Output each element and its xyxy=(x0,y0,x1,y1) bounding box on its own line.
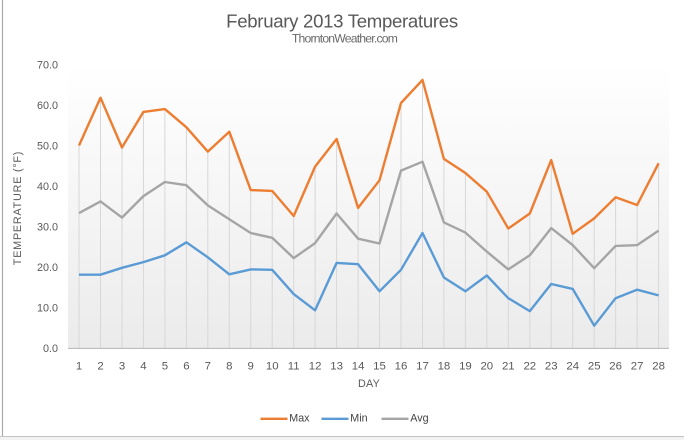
svg-text:26: 26 xyxy=(609,361,622,373)
svg-text:24: 24 xyxy=(566,361,579,373)
svg-text:10: 10 xyxy=(266,361,279,373)
svg-text:14: 14 xyxy=(352,361,365,373)
svg-text:1: 1 xyxy=(76,361,82,373)
svg-text:DAY: DAY xyxy=(358,378,380,390)
svg-text:23: 23 xyxy=(545,361,558,373)
svg-text:4: 4 xyxy=(140,361,146,373)
svg-text:13: 13 xyxy=(330,361,343,373)
svg-text:5: 5 xyxy=(162,361,168,373)
svg-text:Max: Max xyxy=(289,412,310,424)
svg-text:11: 11 xyxy=(288,361,300,373)
svg-text:0.0: 0.0 xyxy=(43,343,58,355)
svg-text:19: 19 xyxy=(459,361,472,373)
svg-text:Avg: Avg xyxy=(410,412,428,424)
svg-text:28: 28 xyxy=(652,361,665,373)
svg-text:6: 6 xyxy=(183,361,189,373)
svg-text:21: 21 xyxy=(502,361,515,373)
svg-text:2: 2 xyxy=(97,361,103,373)
svg-text:16: 16 xyxy=(395,361,408,373)
svg-text:50.0: 50.0 xyxy=(37,140,58,152)
svg-text:18: 18 xyxy=(438,361,451,373)
svg-text:20: 20 xyxy=(480,361,493,373)
svg-text:TEMPERATURE (°F): TEMPERATURE (°F) xyxy=(12,151,24,265)
svg-text:ThorntonWeather.com: ThorntonWeather.com xyxy=(292,31,398,45)
svg-text:3: 3 xyxy=(119,361,125,373)
svg-text:17: 17 xyxy=(416,361,429,373)
svg-text:February 2013 Temperatures: February 2013 Temperatures xyxy=(226,11,458,32)
svg-text:8: 8 xyxy=(226,361,232,373)
svg-text:9: 9 xyxy=(248,361,254,373)
svg-text:27: 27 xyxy=(631,361,644,373)
svg-text:30.0: 30.0 xyxy=(37,221,58,233)
svg-text:Min: Min xyxy=(350,412,367,424)
svg-text:40.0: 40.0 xyxy=(37,181,58,193)
svg-text:70.0: 70.0 xyxy=(37,59,58,71)
svg-text:20.0: 20.0 xyxy=(37,262,58,274)
svg-text:12: 12 xyxy=(309,361,322,373)
svg-text:25: 25 xyxy=(588,361,601,373)
svg-text:60.0: 60.0 xyxy=(37,100,58,112)
svg-text:15: 15 xyxy=(373,361,386,373)
svg-text:10.0: 10.0 xyxy=(37,302,58,314)
svg-text:7: 7 xyxy=(205,361,211,373)
svg-text:22: 22 xyxy=(523,361,536,373)
